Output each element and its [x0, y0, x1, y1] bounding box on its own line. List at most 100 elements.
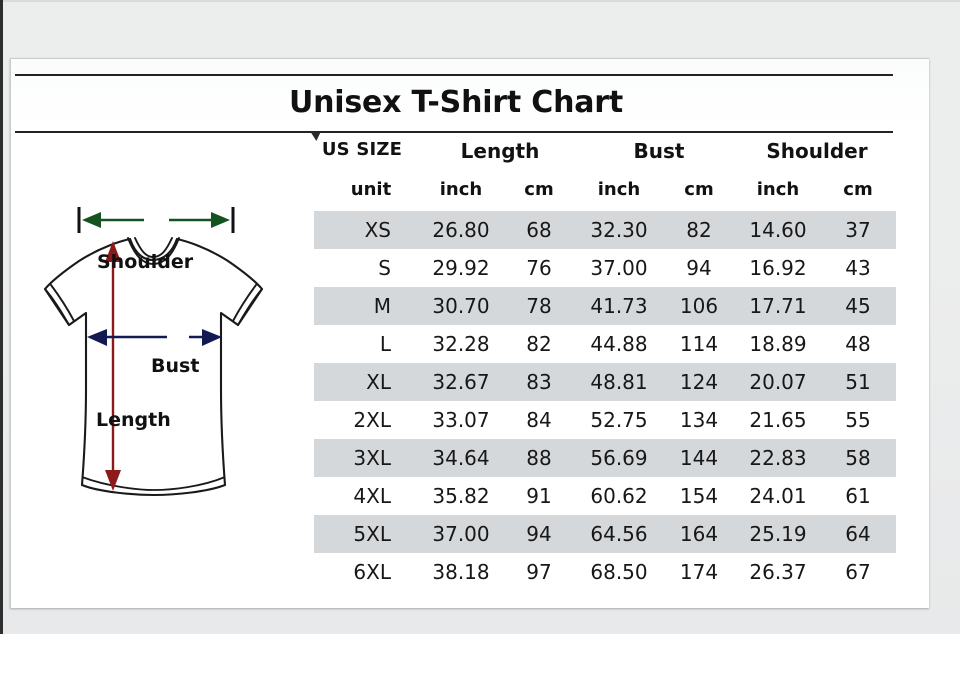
cell-length-inch: 34.64 [432, 446, 490, 470]
cell-shoulder-cm: 58 [845, 446, 871, 470]
cell-bust-inch: 48.81 [590, 370, 648, 394]
unit-header-shoulder-cm: cm [843, 179, 873, 200]
shirt-hem-group [81, 476, 226, 491]
cell-shoulder-inch: 18.89 [749, 332, 807, 356]
cell-length-inch: 32.67 [432, 370, 490, 394]
unit-header-shoulder-inch: inch [756, 179, 800, 200]
hem-upper-line [81, 476, 226, 491]
cuff-left-inner [50, 284, 75, 322]
table-row: 5XL 37.00 94 64.56 164 25.19 64 [314, 515, 896, 553]
cell-shoulder-cm: 45 [845, 294, 871, 318]
header-bust: Bust [633, 139, 685, 163]
cell-size: 5XL [353, 522, 391, 546]
tshirt-measurement-diagram: Shoulder Bust Length [29, 189, 299, 569]
length-arrowhead-top [105, 241, 121, 262]
cell-shoulder-inch: 21.65 [749, 408, 807, 432]
cell-bust-cm: 154 [679, 484, 719, 508]
shirt-body-path [43, 237, 264, 497]
cell-bust-cm: 94 [686, 256, 712, 280]
shoulder-label: Shoulder [97, 251, 194, 273]
cell-bust-inch: 56.69 [590, 446, 648, 470]
cell-shoulder-inch: 24.01 [749, 484, 807, 508]
cell-length-inch: 33.07 [432, 408, 490, 432]
backdrop-left-edge [0, 0, 3, 692]
bust-arrowhead-right [202, 329, 222, 346]
size-chart-table: US SIZE Length Bust Shoulder unit inch c… [314, 139, 896, 584]
cell-shoulder-inch: 25.19 [749, 522, 807, 546]
cell-bust-inch: 32.30 [590, 218, 648, 242]
cell-length-cm: 76 [526, 256, 552, 280]
cell-size: 4XL [353, 484, 391, 508]
cell-shoulder-cm: 67 [845, 560, 871, 584]
cell-bust-cm: 106 [679, 294, 719, 318]
cell-length-cm: 68 [526, 218, 552, 242]
cell-length-cm: 82 [526, 332, 552, 356]
cell-length-inch: 37.00 [432, 522, 490, 546]
table-row: M 30.70 78 41.73 106 17.71 45 [314, 287, 896, 325]
cell-bust-inch: 37.00 [590, 256, 648, 280]
shoulder-measure-group [77, 207, 235, 233]
table-row: 2XL 33.07 84 52.75 134 21.65 55 [314, 401, 896, 439]
shirt-collar-group [127, 237, 180, 265]
cell-shoulder-cm: 55 [845, 408, 871, 432]
bust-arrowhead-left [87, 329, 107, 346]
table-row: XS 26.80 68 32.30 82 14.60 37 [314, 211, 896, 249]
cell-size: M [373, 294, 391, 318]
cell-length-inch: 30.70 [432, 294, 490, 318]
cell-length-inch: 29.92 [432, 256, 490, 280]
length-arrowhead-bottom [105, 470, 121, 491]
table-row: 4XL 35.82 91 60.62 154 24.01 61 [314, 477, 896, 515]
size-chart-card: Unisex T-Shirt Chart [10, 58, 929, 608]
cell-shoulder-inch: 17.71 [749, 294, 807, 318]
cell-shoulder-inch: 16.92 [749, 256, 807, 280]
cell-shoulder-inch: 26.37 [749, 560, 807, 584]
cell-length-cm: 83 [526, 370, 552, 394]
table-row: 3XL 34.64 88 56.69 144 22.83 58 [314, 439, 896, 477]
collar-inner-path [134, 237, 173, 258]
cell-bust-inch: 68.50 [590, 560, 648, 584]
table-row: XL 32.67 83 48.81 124 20.07 51 [314, 363, 896, 401]
cell-shoulder-cm: 51 [845, 370, 871, 394]
cell-shoulder-cm: 61 [845, 484, 871, 508]
cuff-right-edge [237, 288, 263, 326]
bust-measure-group [87, 329, 222, 346]
cell-length-cm: 88 [526, 446, 552, 470]
divider-above-title [15, 74, 893, 76]
length-measure-group [105, 241, 121, 491]
cell-shoulder-cm: 43 [845, 256, 871, 280]
unit-header-length-inch: inch [439, 179, 483, 200]
cell-shoulder-cm: 48 [845, 332, 871, 356]
cell-bust-cm: 114 [679, 332, 719, 356]
cell-bust-cm: 144 [679, 446, 719, 470]
cell-bust-cm: 134 [679, 408, 719, 432]
cell-bust-inch: 44.88 [590, 332, 648, 356]
cell-bust-cm: 174 [679, 560, 719, 584]
table-row: L 32.28 82 44.88 114 18.89 48 [314, 325, 896, 363]
cell-size: 6XL [353, 560, 391, 584]
bottom-white-strip [0, 634, 960, 692]
table-group-header-row: US SIZE Length Bust Shoulder [314, 139, 894, 179]
cell-size: S [378, 256, 391, 280]
cell-size: XL [366, 370, 391, 394]
divider-below-title [15, 131, 893, 133]
cell-bust-cm: 124 [679, 370, 719, 394]
collar-outer-path [127, 237, 180, 265]
cell-bust-inch: 60.62 [590, 484, 648, 508]
header-length: Length [460, 139, 540, 163]
table-row: S 29.92 76 37.00 94 16.92 43 [314, 249, 896, 287]
cell-length-inch: 32.28 [432, 332, 490, 356]
cell-shoulder-inch: 20.07 [749, 370, 807, 394]
cuff-left-edge [44, 288, 70, 326]
tshirt-illustration [43, 207, 264, 497]
unit-header-length-cm: cm [524, 179, 554, 200]
table-body: XS 26.80 68 32.30 82 14.60 37 S 29.92 76 37.00 94 16… [314, 211, 896, 591]
cell-length-inch: 38.18 [432, 560, 490, 584]
table-unit-header-row: unit inch cm inch cm inch cm [314, 179, 894, 215]
cell-size: 3XL [353, 446, 391, 470]
unit-header-bust-cm: cm [684, 179, 714, 200]
cell-bust-inch: 41.73 [590, 294, 648, 318]
cell-length-cm: 84 [526, 408, 552, 432]
cell-length-inch: 26.80 [432, 218, 490, 242]
cell-length-cm: 78 [526, 294, 552, 318]
